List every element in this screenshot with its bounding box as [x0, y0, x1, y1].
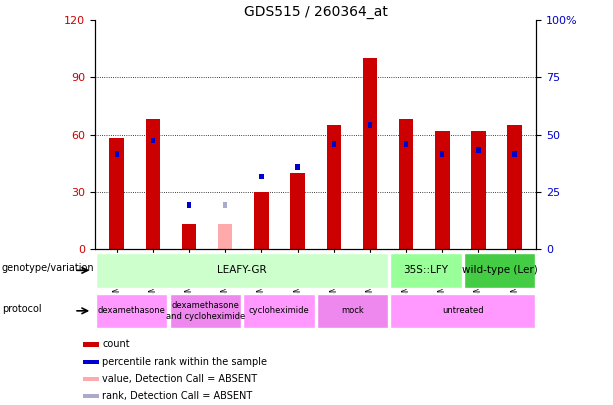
Bar	[327, 125, 341, 249]
Bar	[96, 253, 388, 288]
Bar	[317, 294, 388, 328]
Bar	[390, 294, 535, 328]
Bar	[440, 151, 444, 157]
Bar	[218, 224, 232, 249]
Bar	[291, 173, 305, 249]
Bar	[182, 224, 196, 249]
Bar	[83, 377, 99, 381]
Text: mock: mock	[341, 306, 364, 315]
Text: untreated: untreated	[442, 306, 484, 315]
Bar	[170, 294, 241, 328]
Bar	[399, 119, 413, 249]
Bar	[476, 147, 481, 153]
Bar	[471, 131, 485, 249]
Text: percentile rank within the sample: percentile rank within the sample	[102, 357, 267, 367]
Text: value, Detection Call = ABSENT: value, Detection Call = ABSENT	[102, 374, 257, 384]
Bar	[115, 151, 119, 157]
Bar	[146, 119, 160, 249]
Text: count: count	[102, 339, 130, 350]
Bar	[368, 122, 372, 128]
Text: protocol: protocol	[2, 304, 42, 314]
Bar	[295, 164, 300, 170]
Bar	[83, 343, 99, 347]
Bar	[151, 138, 155, 143]
Bar	[254, 192, 268, 249]
Bar	[464, 253, 535, 288]
Bar	[223, 202, 227, 208]
Text: LEAFY-GR: LEAFY-GR	[218, 265, 267, 275]
Text: dexamethasone: dexamethasone	[98, 306, 166, 315]
Bar	[512, 151, 517, 157]
Bar	[83, 360, 99, 364]
Bar	[404, 141, 408, 147]
Title: GDS515 / 260364_at: GDS515 / 260364_at	[244, 5, 387, 19]
Bar	[83, 394, 99, 398]
Text: genotype/variation: genotype/variation	[2, 263, 94, 273]
Text: rank, Detection Call = ABSENT: rank, Detection Call = ABSENT	[102, 391, 253, 401]
Text: wild-type (Ler): wild-type (Ler)	[462, 265, 538, 275]
Bar	[508, 125, 522, 249]
Text: 35S::LFY: 35S::LFY	[403, 265, 449, 275]
Bar	[363, 58, 377, 249]
Bar	[243, 294, 314, 328]
Text: dexamethasone
and cycloheximide: dexamethasone and cycloheximide	[166, 301, 245, 320]
Bar	[435, 131, 449, 249]
Bar	[332, 141, 336, 147]
Bar	[110, 139, 124, 249]
Text: cycloheximide: cycloheximide	[248, 306, 310, 315]
Bar	[96, 294, 167, 328]
Bar	[187, 202, 191, 208]
Bar	[390, 253, 462, 288]
Bar	[259, 174, 264, 179]
